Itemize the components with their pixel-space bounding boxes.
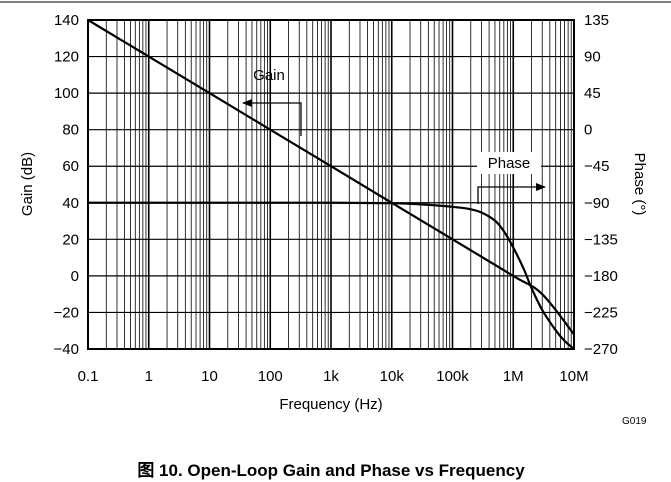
y2-tick-label: −225 (584, 304, 618, 321)
x-tick-label: 1k (323, 368, 339, 385)
y-tick-label: −20 (54, 304, 79, 321)
x-tick-label: 100 (258, 368, 283, 385)
y-tick-label: 60 (62, 158, 79, 175)
y2-tick-label: −135 (584, 231, 618, 248)
y2-tick-label: −270 (584, 341, 618, 358)
series-line-phase (88, 201, 575, 350)
x-tick-label: 10M (559, 368, 588, 385)
phase-annotation-box (477, 152, 541, 174)
y-tick-label: 0 (71, 268, 79, 285)
x-tick-label: 1M (503, 368, 524, 385)
y2-tick-label: −180 (584, 268, 618, 285)
annotations: Gain Phase (242, 67, 546, 204)
x-tick-labels: 0.1 1 10 100 1k 10k 100k 1M 10M (78, 368, 589, 385)
y-tick-label: −40 (54, 341, 79, 358)
y-tick-label: 20 (62, 231, 79, 248)
y-tick-label: 140 (54, 12, 79, 29)
x-tick-label: 10k (380, 368, 405, 385)
y-tick-labels: −40 −20 0 20 40 60 80 100 120 140 (54, 12, 79, 358)
y2-tick-label: −45 (584, 158, 609, 175)
y-tick-label: 120 (54, 49, 79, 66)
figure-caption: 图 10. Open-Loop Gain and Phase vs Freque… (137, 461, 525, 480)
y2-tick-label: −90 (584, 195, 609, 212)
phase-annotation-leader (477, 186, 512, 204)
y-tick-label: 100 (54, 85, 79, 102)
x-tick-label: 100k (436, 368, 469, 385)
x-tick-label: 10 (201, 368, 218, 385)
y2-tick-label: 90 (584, 49, 601, 66)
series-lines (87, 19, 575, 350)
plot-frame (87, 19, 575, 350)
y2-axis-title: Phase (°) (631, 153, 648, 216)
figure-code: G019 (622, 416, 647, 427)
phase-annotation-label: Phase (488, 155, 531, 172)
gain-annotation-leader (272, 102, 302, 136)
y2-tick-labels: −270 −225 −180 −135 −90 −45 0 45 90 135 (584, 12, 618, 358)
grid (88, 20, 574, 349)
y-tick-label: 80 (62, 122, 79, 139)
x-axis-title: Frequency (Hz) (279, 396, 382, 413)
y-axis-title: Gain (dB) (19, 152, 36, 216)
gain-annotation-label: Gain (253, 67, 285, 84)
y2-tick-label: 0 (584, 122, 592, 139)
series-line-gain (87, 19, 575, 336)
y2-tick-label: 45 (584, 85, 601, 102)
y-tick-label: 40 (62, 195, 79, 212)
y2-tick-label: 135 (584, 12, 609, 29)
x-tick-label: 1 (145, 368, 153, 385)
x-tick-label: 0.1 (78, 368, 99, 385)
